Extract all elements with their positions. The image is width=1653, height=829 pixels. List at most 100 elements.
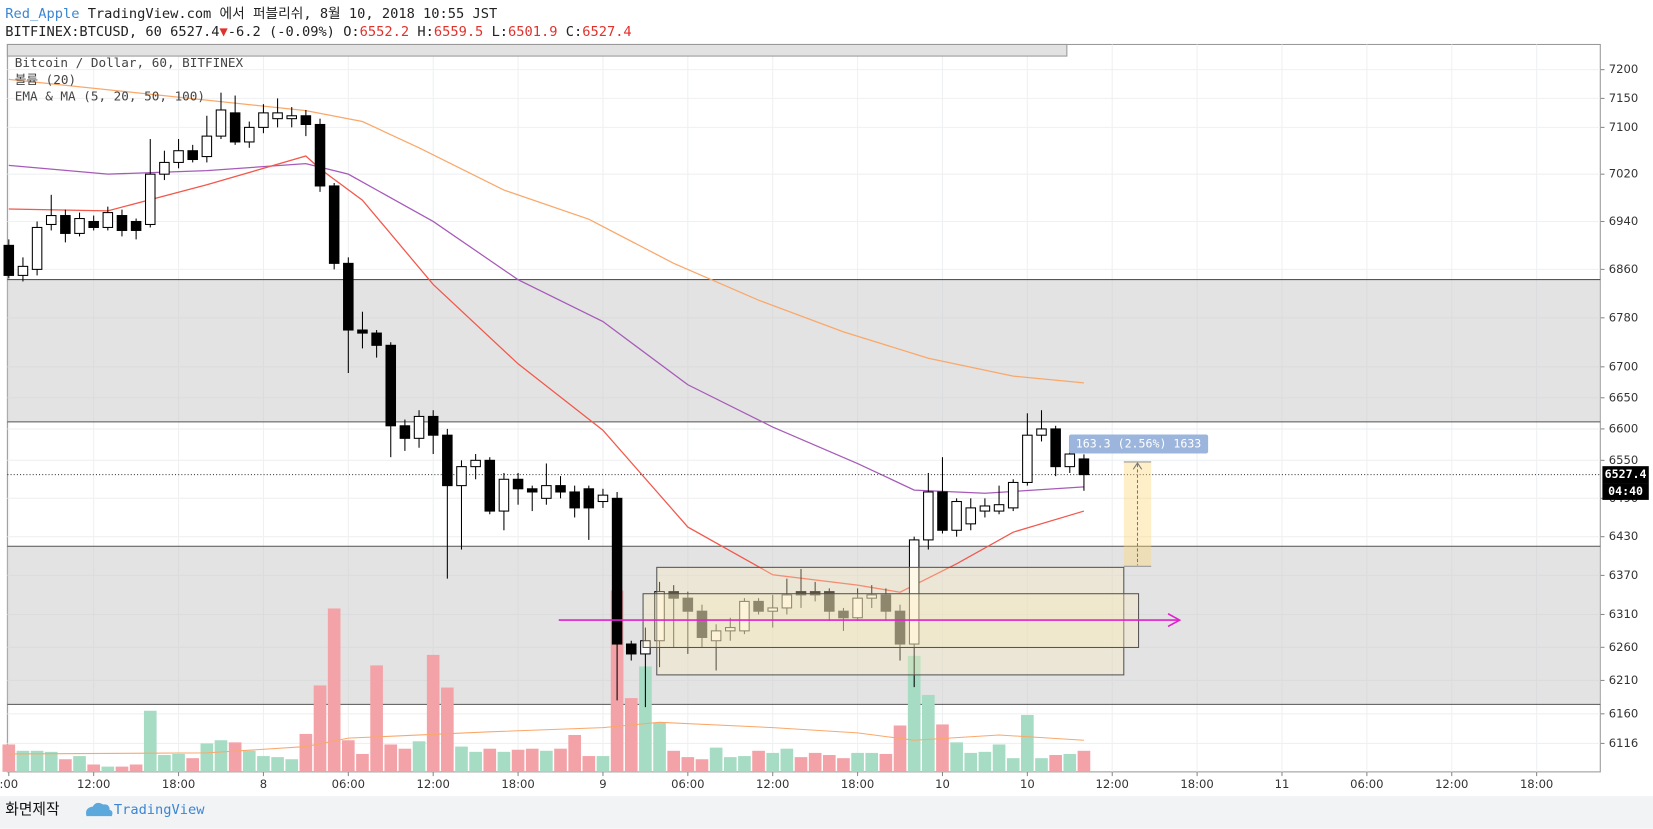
candle-body	[31, 226, 43, 270]
chart-title: Bitcoin / Dollar, 60, BITFINEX	[15, 55, 244, 70]
candle-body	[993, 504, 1005, 512]
volume-bar	[143, 710, 157, 772]
x-tick-label: 10	[935, 777, 950, 791]
zone	[7, 546, 1601, 705]
volume-bar	[554, 748, 567, 772]
last-price-label: 6527.4	[1605, 467, 1647, 481]
candle-body	[937, 491, 948, 531]
volume-bar	[257, 756, 270, 772]
candle-body	[144, 173, 156, 226]
l-label: L:	[492, 24, 508, 40]
c-label: C:	[566, 24, 582, 40]
volume-bar	[341, 740, 355, 772]
indicator-label: EMA & MA (5, 20, 50, 100)	[15, 89, 205, 104]
candle-body	[625, 643, 637, 655]
volume-bar	[540, 750, 553, 772]
candle-body	[555, 485, 566, 493]
volume-bar	[865, 752, 879, 772]
volume-bar	[426, 654, 440, 772]
candle-body	[654, 591, 665, 642]
volume-bar	[667, 750, 681, 772]
volume-bar	[936, 724, 949, 772]
candle-body	[201, 135, 213, 158]
volume-bar	[455, 746, 468, 772]
y-tick-label: 6430	[1609, 529, 1638, 543]
candle-body	[1036, 428, 1047, 436]
y-tick-label: 7150	[1609, 91, 1638, 105]
footer-made: 화면제작	[5, 801, 60, 818]
volume-bar	[709, 747, 723, 772]
candle-body	[880, 594, 892, 612]
candle-body	[427, 415, 439, 436]
volume-bar	[186, 758, 200, 772]
volume-bar	[115, 766, 129, 772]
last: 6527.4	[170, 24, 219, 40]
candle-body	[130, 220, 142, 231]
volume-bar	[723, 757, 737, 772]
published: TradingView.com 에서 퍼블리쉬, 8월 10, 2018 10:…	[88, 6, 498, 22]
volume-bar	[893, 725, 907, 772]
volume-bar	[1035, 758, 1048, 772]
volume-bar	[285, 759, 299, 772]
x-tick-label: 06:00	[1350, 777, 1383, 791]
candle-body	[314, 123, 326, 187]
y-tick-label: 7100	[1609, 120, 1638, 134]
header-line-2: BITFINEX:BTCUSD, 60 6527.4▼-6.2 (-0.09%)…	[5, 24, 631, 40]
candle-body	[498, 478, 510, 512]
volume-bar	[950, 742, 963, 772]
volume-bar	[44, 751, 58, 772]
candle-body	[1078, 458, 1090, 476]
candle-body	[668, 591, 679, 599]
volume-bar	[596, 756, 610, 772]
plot: 7200 7150 7100 7020 6940 6860 6780 6700 6650 6600…	[0, 43, 1649, 791]
y-tick-label: 6650	[1609, 390, 1638, 404]
c-value: 6527.4	[582, 24, 631, 40]
candle-body	[739, 600, 750, 632]
moving-average	[8, 162, 1084, 494]
candle-body	[541, 485, 552, 499]
volume-bar	[469, 751, 482, 772]
moving-average	[8, 78, 1084, 384]
volume-bar	[370, 665, 383, 772]
candle-body	[328, 185, 340, 264]
volume-bar	[200, 743, 214, 772]
x-tick-label: 12:00	[417, 777, 450, 791]
box	[656, 566, 1125, 676]
x-tick-label: 12:00	[1096, 777, 1129, 791]
candle-body	[710, 630, 722, 642]
volume-ma	[8, 721, 1084, 755]
x-tick-label: :00	[0, 777, 18, 791]
moving-average	[8, 155, 1085, 593]
volume-bar	[87, 764, 100, 772]
volume-bar	[624, 698, 638, 772]
footer-brand[interactable]: TradingView	[114, 802, 205, 818]
x-tick-label: 11	[1275, 777, 1290, 791]
candle-body	[173, 150, 184, 163]
x-tick-label: 18:00	[841, 777, 874, 791]
x-tick-label: 18:00	[1520, 777, 1553, 791]
volume-bar	[639, 666, 652, 772]
candle-body	[866, 594, 878, 599]
y-tick-label: 7200	[1609, 62, 1638, 76]
volume-bar	[59, 759, 72, 772]
candle-body	[965, 507, 977, 525]
candle-body	[60, 215, 71, 234]
candle-body	[824, 591, 835, 612]
volume-bar	[1077, 750, 1091, 772]
candle-body	[1050, 428, 1061, 468]
candle-body	[470, 459, 481, 468]
candle-body	[753, 600, 764, 612]
x-tick-label: 12:00	[77, 777, 110, 791]
user[interactable]: Red_Apple	[5, 6, 79, 22]
symbol: BITFINEX:BTCUSD, 60	[5, 24, 162, 40]
volume-bar	[978, 751, 992, 772]
countdown: 04:40	[1608, 484, 1643, 498]
candle-body	[45, 215, 57, 226]
y-tick-label: 7020	[1609, 167, 1638, 181]
volume-bar	[808, 752, 822, 772]
candle-body	[88, 220, 99, 228]
y-tick-label: 6370	[1609, 568, 1638, 582]
o-value: 6552.2	[360, 24, 409, 40]
volume-bar	[851, 752, 864, 772]
x-tick-label: 12:00	[1435, 777, 1468, 791]
